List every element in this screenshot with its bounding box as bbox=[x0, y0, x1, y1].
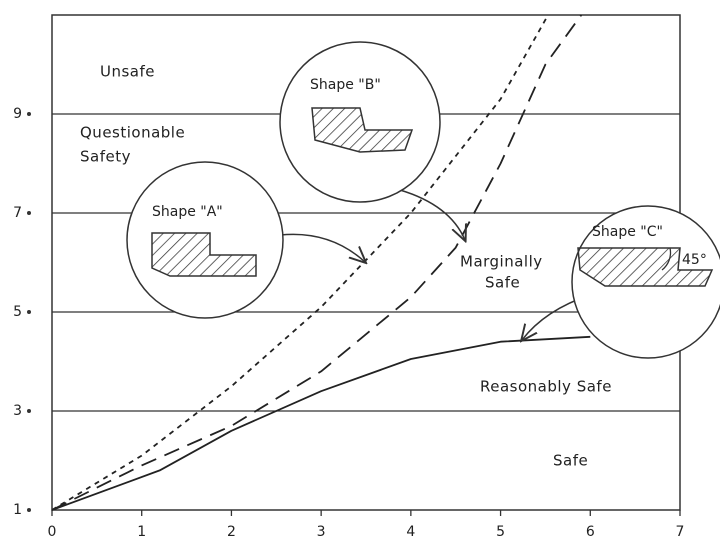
x-tick-label: 5 bbox=[496, 524, 505, 540]
x-tick-label: 3 bbox=[317, 524, 326, 540]
x-tick-label: 7 bbox=[676, 524, 685, 540]
zone-label: Questionable bbox=[80, 124, 185, 142]
x-tick-label: 4 bbox=[406, 524, 415, 540]
arrow bbox=[280, 234, 365, 262]
arrow bbox=[400, 190, 465, 240]
callout-label: Shape "A" bbox=[152, 204, 223, 220]
angle-label: 45° bbox=[682, 252, 707, 268]
y-tick-label: 7 bbox=[13, 205, 22, 221]
x-tick-label: 0 bbox=[48, 524, 57, 540]
y-tick-label: 1 bbox=[13, 502, 22, 518]
zone-label: Safe bbox=[485, 274, 520, 292]
zone-label: Marginally bbox=[460, 253, 543, 271]
y-tick-label: 5 bbox=[13, 304, 22, 320]
y-tick-mark bbox=[27, 112, 31, 116]
y-tick-label: 9 bbox=[13, 106, 22, 122]
zone-label: Unsafe bbox=[100, 63, 155, 81]
x-tick-label: 1 bbox=[137, 524, 146, 540]
data-line bbox=[52, 337, 590, 510]
y-tick-mark bbox=[27, 508, 31, 512]
y-tick-mark bbox=[27, 409, 31, 413]
x-tick-label: 2 bbox=[227, 524, 236, 540]
zone-label: Reasonably Safe bbox=[480, 378, 612, 396]
y-tick-mark bbox=[27, 310, 31, 314]
callouts: 45° Shape "A" Shape "B" Shape "C" bbox=[127, 42, 720, 358]
callout-label: Shape "B" bbox=[310, 77, 381, 93]
callout-label: Shape "C" bbox=[592, 224, 663, 240]
x-tick-label: 6 bbox=[586, 524, 595, 540]
chart: 1 3 5 7 9 0 1 2 3 4 5 6 7 Unsafe Questionable Safety… bbox=[0, 0, 720, 547]
zone-label: Safety bbox=[80, 148, 131, 166]
zone-label: Safe bbox=[553, 452, 588, 470]
y-tick-label: 3 bbox=[13, 403, 22, 419]
y-tick-mark bbox=[27, 211, 31, 215]
